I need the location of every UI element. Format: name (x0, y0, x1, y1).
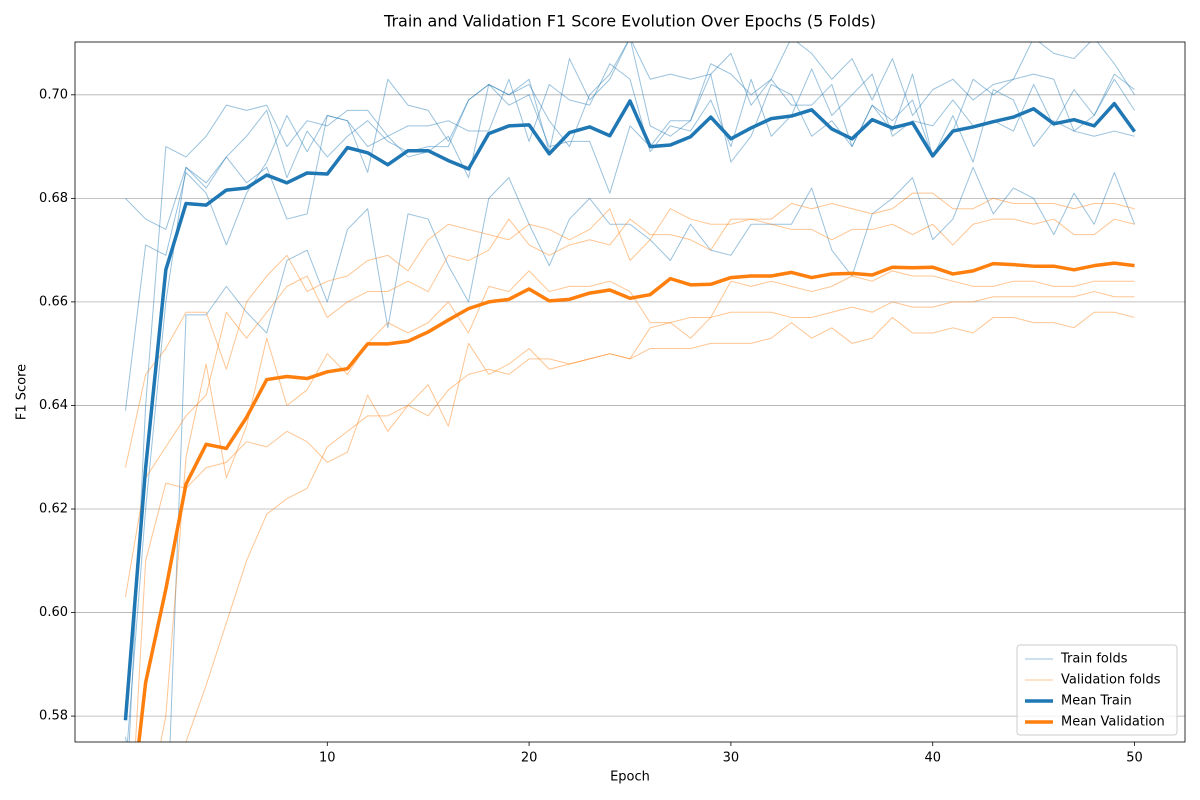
y-tick-label: 0.68 (39, 191, 68, 206)
line (124, 42, 1135, 411)
line (128, 63, 1135, 742)
axes: 0.58 0.60 0.62 0.64 0.66 0.68 0.70 10 20 30 40 50 (39, 87, 1143, 765)
y-tick-label: 0.58 (39, 709, 68, 724)
y-axis-label: F1 Score (15, 364, 30, 420)
y-tick-label: 0.64 (39, 398, 68, 413)
x-tick-label: 40 (924, 751, 941, 766)
y-tick-label: 0.60 (39, 605, 68, 620)
x-tick-label: 20 (521, 751, 538, 766)
legend-box (1016, 644, 1178, 736)
line (125, 42, 1135, 230)
line (123, 99, 1136, 721)
plot-lines (123, 42, 1136, 742)
x-tick-label: 30 (723, 751, 740, 766)
line (137, 261, 1135, 742)
y-tick-label: 0.66 (39, 294, 68, 309)
legend-label: Mean Validation (1061, 715, 1165, 730)
grid (75, 94, 1185, 717)
y-tick-label: 0.62 (39, 502, 68, 517)
line (124, 166, 1136, 742)
line (126, 73, 1135, 742)
line (135, 311, 1135, 742)
y-tick-label: 0.70 (39, 87, 68, 102)
x-tick-label: 50 (1126, 751, 1143, 766)
line (160, 270, 1135, 742)
line (185, 291, 1135, 742)
line (124, 192, 1135, 468)
chart-title: Train and Validation F1 Score Evolution … (383, 12, 876, 31)
legend-label: Train folds (1060, 652, 1128, 667)
plot-frame (74, 41, 1186, 743)
legend-label: Validation folds (1061, 673, 1161, 688)
x-axis-label: Epoch (610, 770, 650, 785)
legend: Train folds Validation folds Mean Train Mea… (1016, 644, 1178, 736)
x-tick-label: 10 (319, 751, 336, 766)
legend-label: Mean Train (1061, 694, 1132, 709)
line (124, 218, 1135, 598)
